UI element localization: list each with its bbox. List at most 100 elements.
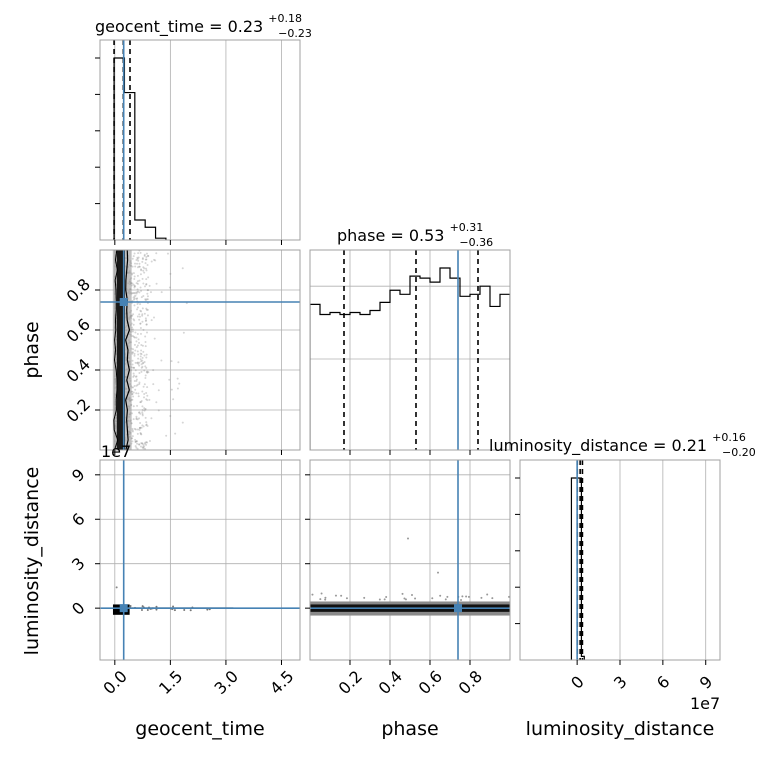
panel-frame <box>309 459 511 661</box>
sample-point <box>131 257 134 260</box>
sample-point <box>143 254 146 257</box>
sample-point <box>139 327 142 330</box>
sample-point <box>134 285 137 288</box>
sample-point <box>135 346 138 349</box>
sample-point <box>135 392 138 395</box>
sample-point <box>145 391 148 394</box>
sample-point <box>143 361 146 364</box>
sample-point <box>141 414 144 417</box>
sample-point <box>140 366 143 369</box>
title-minus: −0.36 <box>459 236 493 249</box>
sample-point <box>154 259 157 262</box>
sample-point <box>144 365 147 368</box>
sample-point <box>146 441 149 444</box>
sample-point <box>142 443 145 446</box>
sample-point <box>144 299 147 302</box>
sample-point <box>146 370 149 373</box>
sample-point <box>135 340 138 343</box>
sample-point <box>139 286 142 289</box>
sample-point <box>155 252 158 255</box>
sample-point <box>134 262 137 265</box>
sample-point <box>132 296 135 299</box>
sample-point <box>145 258 148 261</box>
sample-point <box>138 443 141 446</box>
sample-point <box>177 361 180 364</box>
sample-point <box>176 387 179 390</box>
sample-point <box>131 363 134 366</box>
sample-point <box>143 271 146 274</box>
x-tick-label: 1.5 <box>155 667 186 698</box>
sample-point <box>142 446 145 449</box>
sample-point <box>139 445 142 448</box>
sample-point <box>147 276 150 279</box>
sample-point <box>134 375 137 378</box>
sample-point <box>136 256 139 259</box>
sample-point <box>141 424 144 427</box>
sample-point <box>137 395 140 398</box>
sample-point <box>320 592 323 595</box>
sample-point <box>132 348 135 351</box>
x-tick-label: 9 <box>696 672 717 693</box>
sample-point <box>134 291 137 294</box>
sample-point <box>135 375 138 378</box>
sample-point <box>141 313 144 316</box>
sample-point <box>139 401 142 404</box>
sample-point <box>131 430 134 433</box>
sample-point <box>136 428 139 431</box>
sample-point <box>133 336 136 339</box>
sample-point <box>143 383 146 386</box>
sample-point <box>139 401 142 404</box>
sample-point <box>136 306 139 309</box>
sample-point <box>144 377 147 380</box>
sample-point <box>134 331 137 334</box>
ylabel-phase: phase <box>21 321 43 378</box>
y-offset-label: 1e7 <box>101 442 131 461</box>
sample-point <box>170 388 173 391</box>
sample-point <box>137 252 140 255</box>
sample-point <box>144 317 147 320</box>
contour-line <box>125 250 131 450</box>
sample-point <box>139 431 142 434</box>
sample-point <box>135 384 138 387</box>
x-tick-label: 0.8 <box>455 667 486 698</box>
sample-point <box>133 352 136 355</box>
sample-point <box>131 429 134 432</box>
sample-point <box>136 266 139 269</box>
sample-point <box>480 596 483 599</box>
sample-point <box>138 411 141 414</box>
sample-point <box>138 381 141 384</box>
sample-point <box>138 341 141 344</box>
sample-point <box>131 359 134 362</box>
y-tick-label: 0 <box>68 598 89 619</box>
title-plus: +0.31 <box>450 221 484 234</box>
sample-point <box>166 252 169 255</box>
sample-point <box>181 421 184 424</box>
sample-point <box>142 269 145 272</box>
sample-point <box>140 296 143 299</box>
sample-point <box>141 605 144 608</box>
density-core <box>116 250 125 450</box>
sample-point <box>132 372 135 375</box>
sample-point <box>139 352 142 355</box>
sample-point <box>140 426 143 429</box>
y-tick-label: 6 <box>68 509 89 530</box>
sample-point <box>133 252 136 255</box>
sample-point <box>145 424 148 427</box>
sample-point <box>141 320 144 323</box>
sample-point <box>138 265 141 268</box>
sample-point <box>150 319 153 322</box>
sample-point <box>133 343 136 346</box>
title-plus: +0.18 <box>268 12 302 25</box>
sample-point <box>144 441 147 444</box>
sample-point <box>144 262 147 265</box>
sample-point <box>136 315 139 318</box>
title-main: phase = 0.53 <box>337 226 444 245</box>
sample-point <box>136 447 139 450</box>
sample-point <box>135 379 138 382</box>
sample-point <box>132 391 135 394</box>
sample-point <box>138 279 141 282</box>
sample-point <box>146 298 149 301</box>
sample-point <box>155 401 158 404</box>
sample-point <box>143 354 146 357</box>
sample-point <box>401 592 404 595</box>
